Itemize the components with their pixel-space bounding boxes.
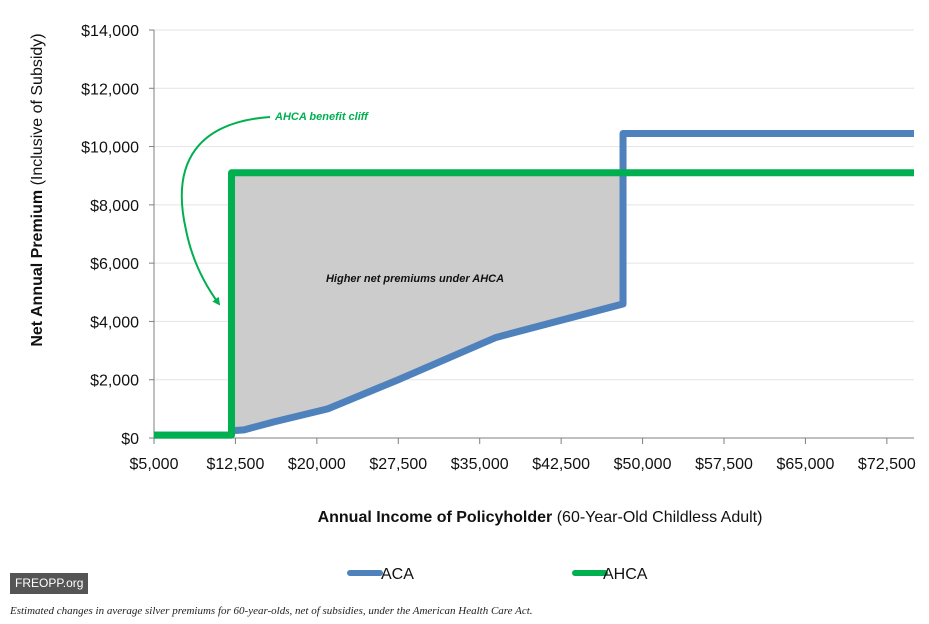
y-tick-label: $4,000 bbox=[90, 314, 139, 331]
y-tick-label: $6,000 bbox=[90, 256, 139, 273]
x-tick-label: $35,000 bbox=[451, 456, 509, 473]
legend: ACA AHCA bbox=[347, 566, 648, 583]
x-tick-label: $27,500 bbox=[369, 456, 427, 473]
shaded-region bbox=[231, 172, 624, 431]
tick-labels: $0 $2,000 $4,000 $6,000 $8,000 $10,000 $12,000… bbox=[81, 23, 916, 473]
shaded-area bbox=[231, 172, 624, 431]
y-tick-label: $2,000 bbox=[90, 373, 139, 390]
y-tick-label: $10,000 bbox=[81, 140, 139, 157]
x-axis-title: Annual Income of Policyholder (60-Year-O… bbox=[318, 509, 763, 526]
series-line-ahca bbox=[154, 169, 914, 439]
y-axis-title: Net Annual Premium (Inclusive of Subsidy… bbox=[29, 33, 46, 346]
x-tick-label: $50,000 bbox=[614, 456, 672, 473]
y-tick-label: $12,000 bbox=[81, 81, 139, 98]
x-tick-label: $72,500 bbox=[858, 456, 916, 473]
series-lines bbox=[154, 129, 914, 439]
source-badge: FREOPP.org bbox=[10, 573, 89, 594]
region-label: Higher net premiums under AHCA bbox=[326, 273, 504, 285]
cliff-arrow bbox=[180, 116, 271, 306]
y-tick-label: $14,000 bbox=[81, 23, 139, 40]
legend-label-ahca: AHCA bbox=[603, 566, 648, 583]
x-tick-label: $65,000 bbox=[777, 456, 835, 473]
x-tick-label: $57,500 bbox=[695, 456, 753, 473]
figure-caption: Estimated changes in average silver prem… bbox=[10, 605, 533, 617]
x-tick-label: $42,500 bbox=[532, 456, 590, 473]
y-tick-label: $0 bbox=[121, 431, 139, 448]
x-tick-label: $12,500 bbox=[207, 456, 265, 473]
legend-label-aca: ACA bbox=[381, 566, 414, 583]
axes bbox=[149, 29, 914, 444]
x-tick-label: $20,000 bbox=[288, 456, 346, 473]
y-tick-label: $8,000 bbox=[90, 198, 139, 215]
cliff-annotation: AHCA benefit cliff bbox=[274, 111, 369, 123]
x-tick-label: $5,000 bbox=[130, 456, 179, 473]
